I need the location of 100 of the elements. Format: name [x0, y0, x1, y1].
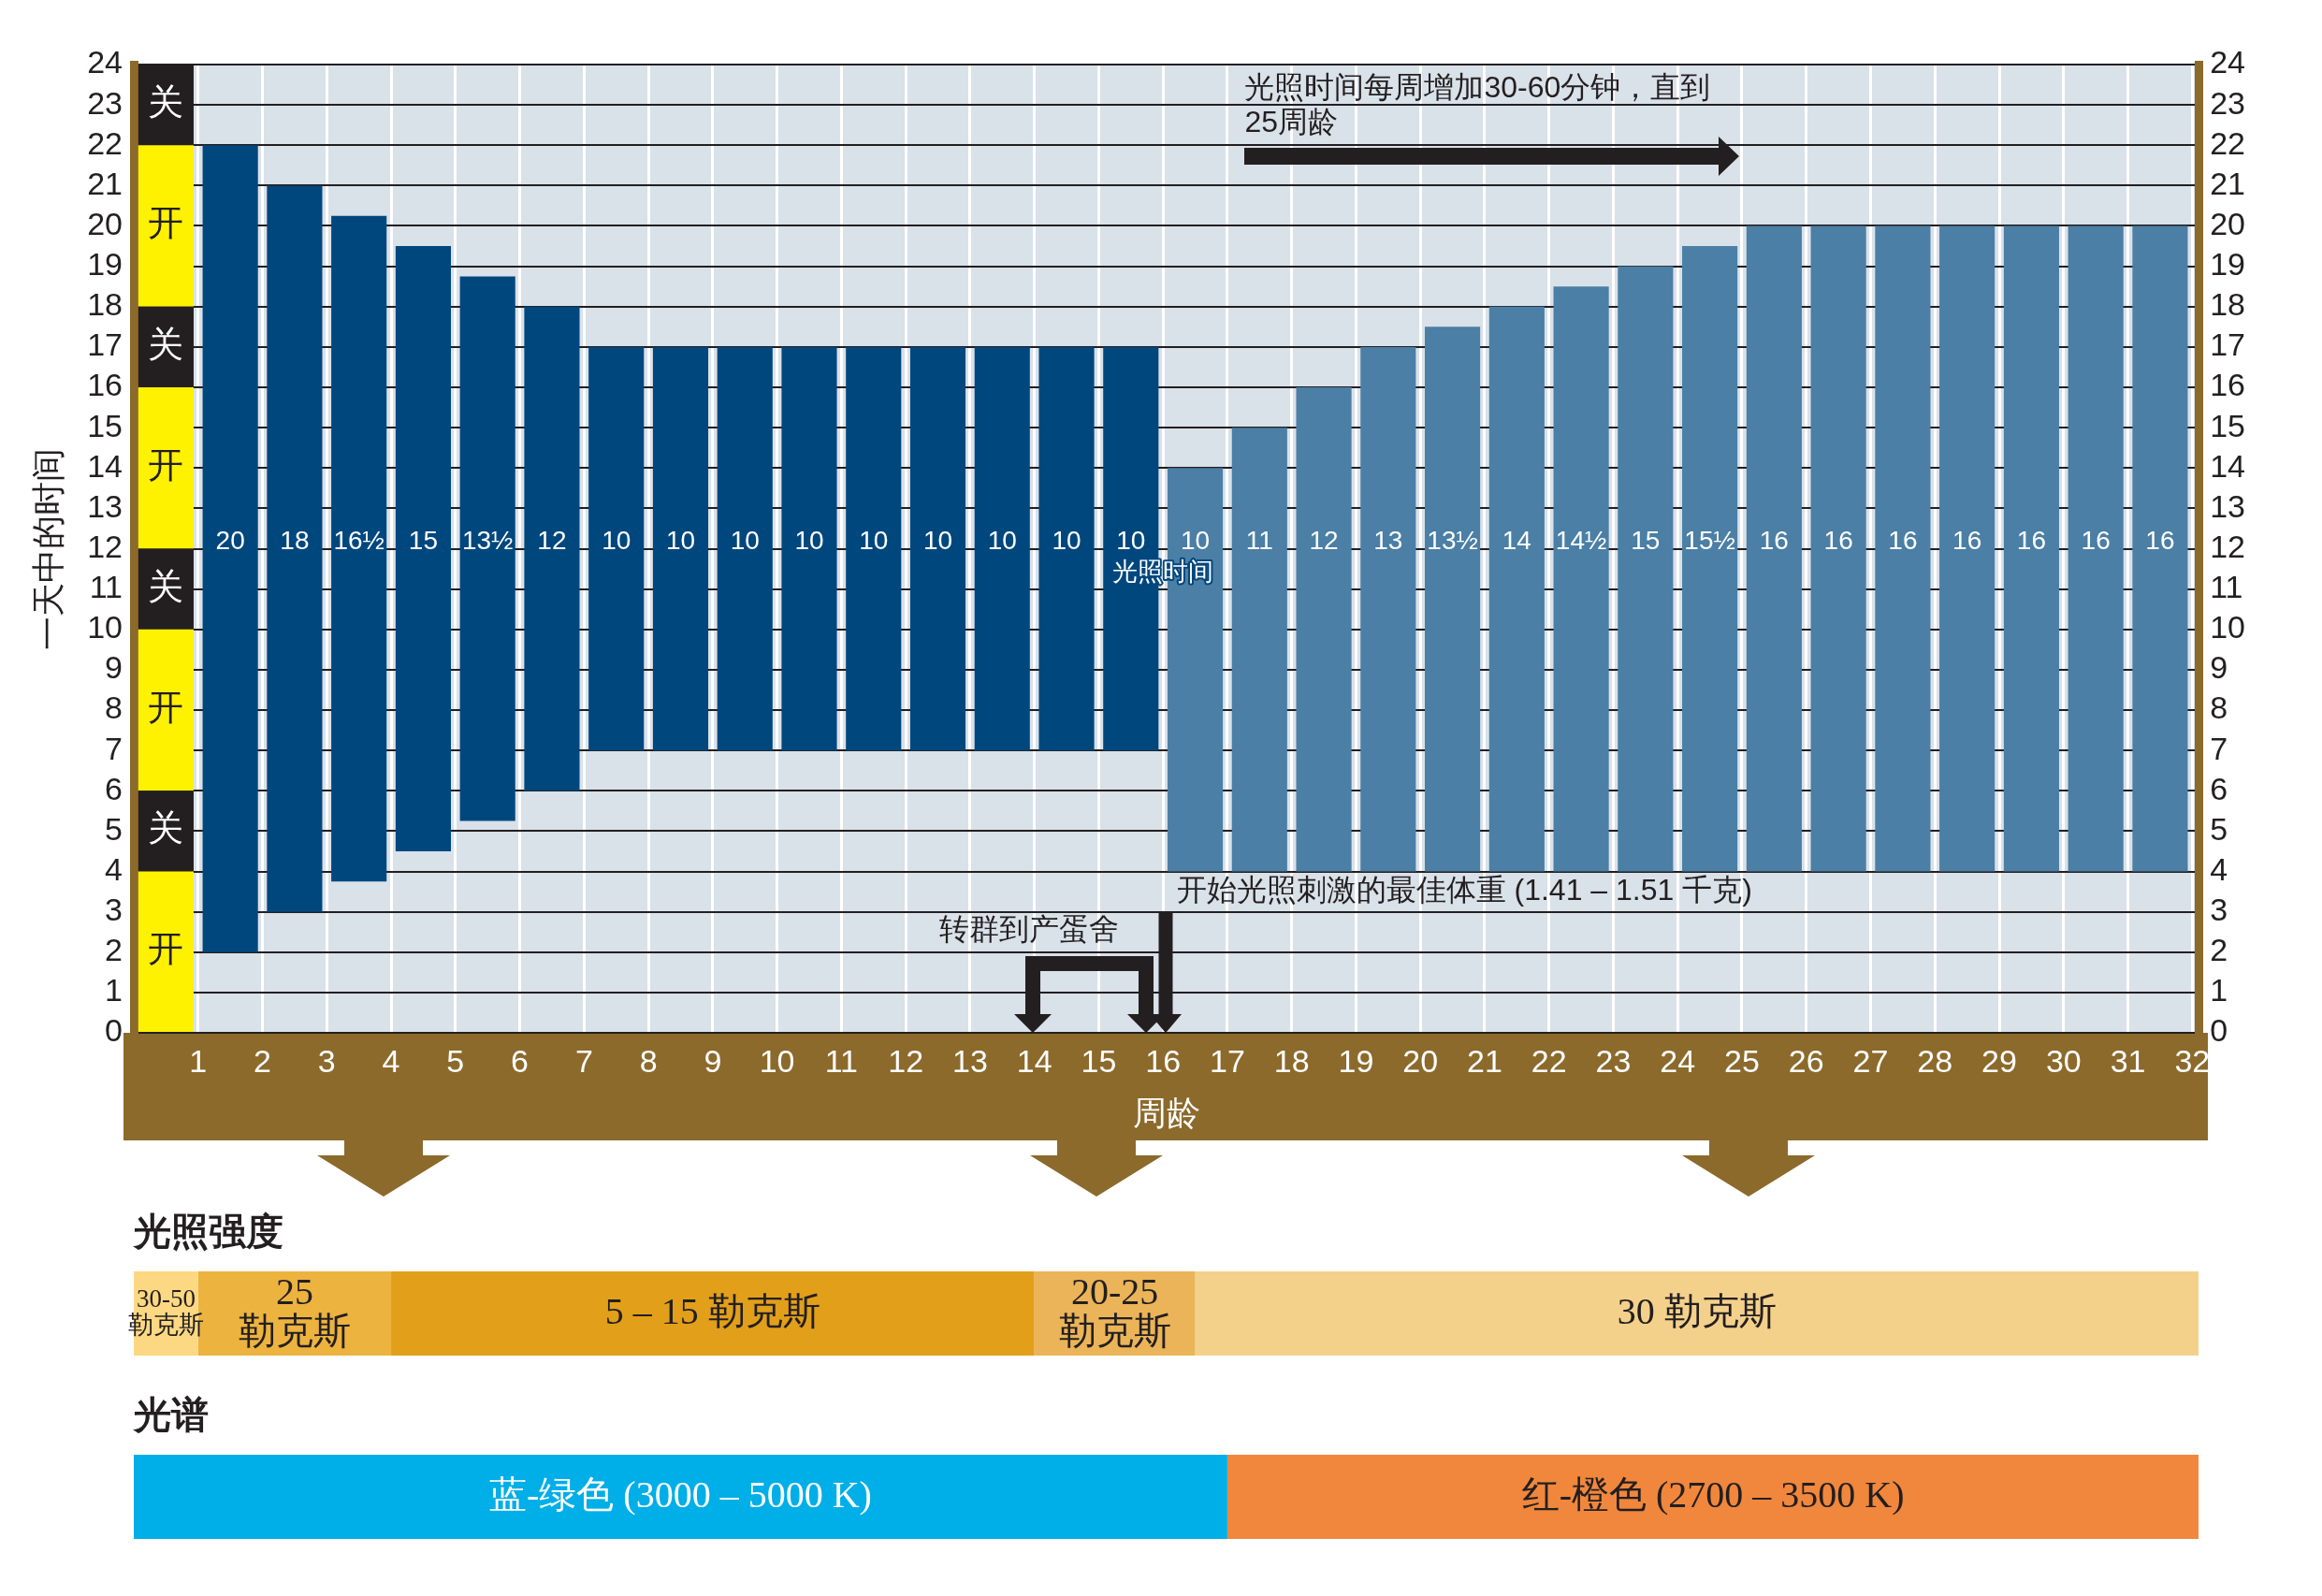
bar	[1746, 225, 1802, 872]
x-tick-label: 31	[2110, 1042, 2146, 1079]
y2-tick-label: 20	[2210, 205, 2246, 241]
x-tick-label: 2	[254, 1042, 271, 1079]
bar	[1553, 286, 1609, 872]
bar	[652, 346, 709, 751]
y-tick-label: 6	[105, 770, 123, 806]
series-label: 开	[148, 445, 184, 486]
bar	[1296, 387, 1352, 872]
data-label: 10	[794, 525, 824, 555]
y2-tick-label: 7	[2210, 730, 2228, 766]
x-tick-label: 4	[382, 1042, 400, 1079]
bar	[138, 871, 194, 1032]
x-tick-label: 6	[511, 1042, 530, 1079]
data-label: 16	[1759, 525, 1789, 555]
y-tick-label: 9	[105, 649, 123, 686]
x-tick-label: 19	[1338, 1042, 1374, 1079]
bar	[1682, 246, 1738, 872]
y-tick-label: 0	[105, 1012, 123, 1049]
bar	[1038, 346, 1095, 751]
y-tick-label: 17	[87, 326, 123, 363]
x-tick-label: 3	[317, 1042, 336, 1079]
y-tick-label: 2	[105, 932, 123, 968]
y-tick-label: 10	[87, 609, 123, 646]
bar	[781, 346, 837, 751]
data-label: 16	[2016, 525, 2046, 555]
y2-tick-label: 6	[2210, 770, 2228, 806]
x-tick-label: 15	[1081, 1042, 1117, 1079]
data-label: 18	[280, 525, 310, 555]
bar	[395, 246, 451, 851]
y-tick-label: 光照强度	[132, 1211, 284, 1253]
y2-tick-label: 13	[2210, 487, 2246, 524]
x-tick-label: 22	[1531, 1042, 1567, 1079]
bar	[524, 306, 580, 791]
y2-tick-label: 9	[2210, 649, 2228, 686]
y-tick-label: 7	[105, 730, 123, 766]
x-tick-label: 21	[1467, 1042, 1502, 1079]
y2-tick-label: 12	[2210, 528, 2246, 564]
y-tick-label: 12	[87, 528, 123, 564]
bar	[909, 346, 966, 751]
bar	[717, 346, 773, 751]
y2-tick-label: 5	[2210, 810, 2228, 847]
bar	[1618, 266, 1674, 872]
series-label: 5 – 15 勒克斯	[604, 1289, 820, 1332]
y-tick-label: 13	[87, 487, 123, 524]
bar	[267, 185, 323, 912]
x-tick-label: 30	[2045, 1042, 2082, 1079]
x-tick-label: 23	[1595, 1042, 1632, 1079]
data-label: 10	[602, 525, 631, 555]
y-tick-label: 光谱	[132, 1394, 210, 1436]
bar	[331, 215, 387, 882]
y2-tick-label: 11	[2210, 569, 2243, 604]
bar	[2068, 225, 2124, 872]
y-tick-label: 22	[87, 124, 123, 161]
y-tick-label: 20	[87, 205, 123, 241]
x-tick-label: 32	[2174, 1042, 2211, 1079]
y-tick-label: 1	[105, 972, 123, 1008]
y2-tick-label: 19	[2210, 246, 2246, 282]
y2-tick-label: 18	[2210, 286, 2246, 323]
y-tick-label: 15	[87, 407, 123, 443]
y2-tick-label: 4	[2210, 850, 2228, 887]
y-tick-label: 19	[87, 246, 123, 282]
bar	[1810, 225, 1866, 872]
x-tick-label: 14	[1016, 1042, 1052, 1079]
x-tick-label: 7	[574, 1042, 593, 1079]
x-tick-label: 18	[1273, 1042, 1310, 1079]
series-label: 开	[148, 687, 184, 727]
series-label: 30 勒克斯	[1617, 1289, 1777, 1332]
data-label: 16	[1952, 525, 1982, 555]
data-label: 16	[2081, 525, 2111, 555]
series-label: 关	[148, 566, 184, 606]
y-axis-title: 一天中的时间	[28, 447, 67, 650]
x-tick-label: 13	[951, 1042, 988, 1079]
data-label: 15	[408, 525, 439, 555]
x-tick-label: 27	[1852, 1042, 1889, 1079]
bar	[2132, 225, 2188, 872]
data-label: 14	[1502, 525, 1531, 555]
x-tick-label: 5	[446, 1042, 465, 1079]
series-label: 关	[148, 82, 184, 123]
y-tick-label: 3	[105, 892, 123, 927]
y2-tick-label: 14	[2210, 447, 2246, 484]
x-tick-label: 26	[1788, 1042, 1824, 1079]
data-label: 10	[922, 525, 953, 555]
y-tick-label: 18	[87, 286, 123, 323]
data-label: 16	[1823, 525, 1853, 555]
x-tick-label: 8	[639, 1042, 658, 1079]
bar	[1231, 428, 1287, 872]
data-label: 10	[1052, 525, 1081, 555]
data-label: 10	[1180, 525, 1211, 555]
series-label: 关	[148, 808, 184, 849]
data-label: 13½	[461, 525, 514, 555]
data-label: 10	[1116, 525, 1146, 555]
y-tick-label: 14	[87, 447, 123, 484]
bar	[1360, 346, 1416, 872]
y2-tick-label: 10	[2210, 609, 2246, 646]
bar	[202, 145, 258, 952]
data-label: 12	[1309, 525, 1339, 555]
bar	[138, 629, 194, 791]
y2-tick-label: 8	[2210, 689, 2228, 726]
y-tick-label: 8	[105, 689, 123, 726]
